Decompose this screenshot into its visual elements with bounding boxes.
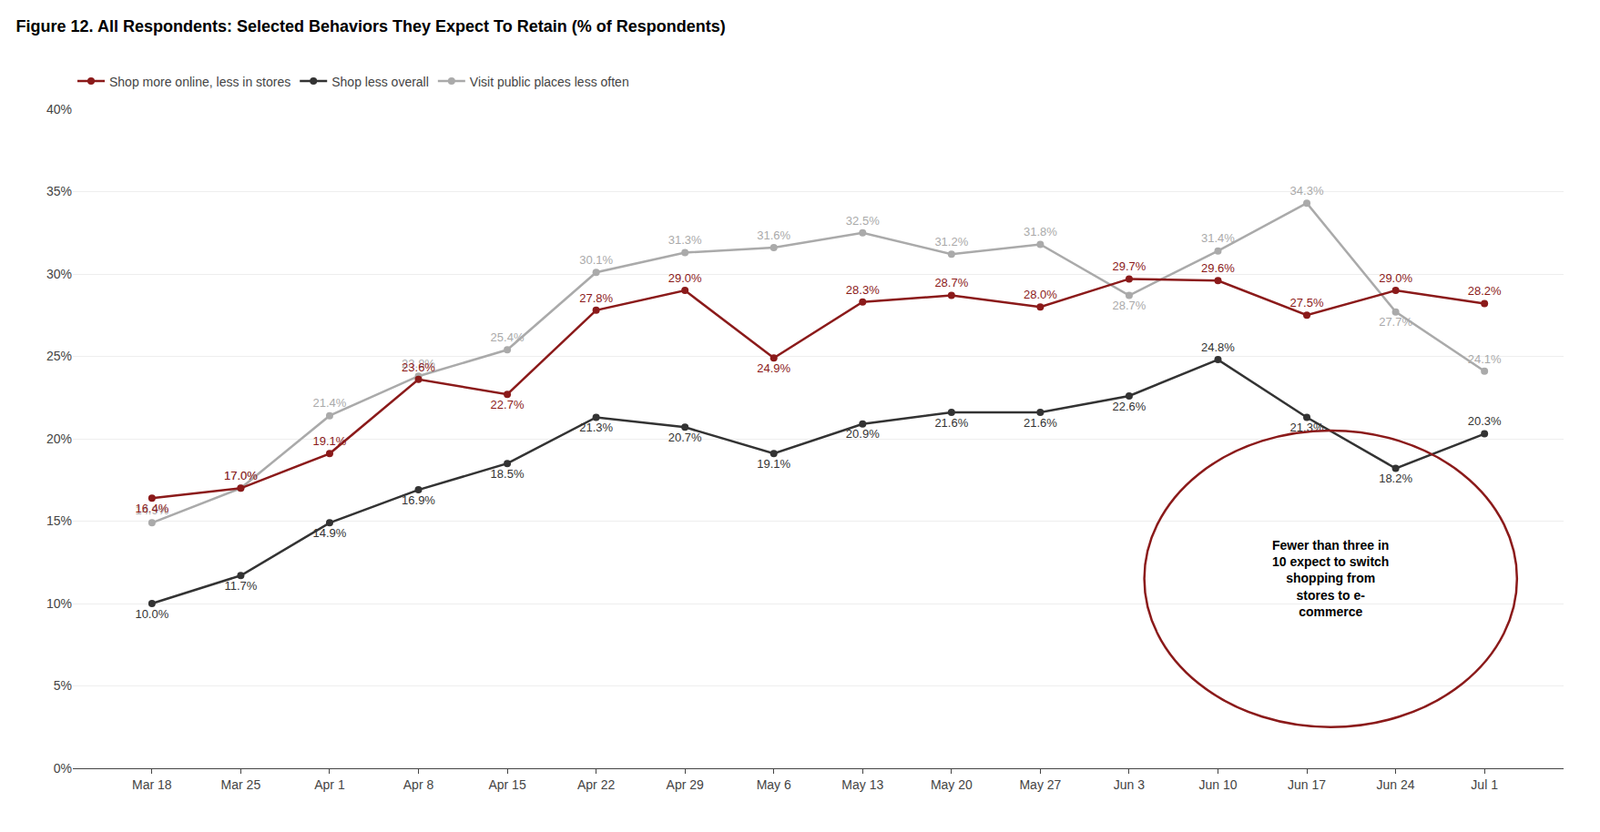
svg-text:22.6%: 22.6%	[1112, 399, 1147, 414]
svg-text:28.3%: 28.3%	[845, 283, 880, 297]
svg-text:24.8%: 24.8%	[1201, 340, 1235, 355]
svg-text:34.3%: 34.3%	[1290, 183, 1325, 198]
svg-text:Mar 18: Mar 18	[132, 777, 173, 793]
svg-text:10%: 10%	[46, 596, 72, 612]
svg-text:30%: 30%	[46, 266, 72, 282]
svg-text:Shop less overall: Shop less overall	[331, 74, 429, 90]
svg-text:29.0%: 29.0%	[668, 271, 703, 286]
svg-text:31.4%: 31.4%	[1201, 231, 1235, 245]
svg-text:27.5%: 27.5%	[1290, 295, 1325, 310]
svg-text:25.4%: 25.4%	[490, 330, 525, 345]
svg-text:18.2%: 18.2%	[1378, 471, 1413, 486]
svg-text:23.8%: 23.8%	[401, 356, 436, 371]
svg-text:5%: 5%	[53, 678, 72, 693]
svg-text:17.0%: 17.0%	[224, 468, 258, 483]
svg-text:20.3%: 20.3%	[1467, 414, 1502, 429]
svg-text:29.6%: 29.6%	[1201, 261, 1235, 276]
svg-text:30.1%: 30.1%	[579, 253, 613, 267]
svg-text:20.9%: 20.9%	[845, 427, 880, 441]
svg-text:Figure 12. All Respondents: Se: Figure 12. All Respondents: Selected Beh…	[16, 17, 726, 36]
svg-text:32.5%: 32.5%	[845, 214, 880, 228]
svg-text:23.6%: 23.6%	[401, 360, 436, 375]
svg-text:14.9%: 14.9%	[134, 503, 169, 518]
svg-text:Jun 3: Jun 3	[1113, 777, 1145, 793]
svg-text:21.4%: 21.4%	[313, 396, 347, 410]
svg-text:35%: 35%	[46, 183, 72, 199]
svg-text:24.9%: 24.9%	[756, 361, 791, 376]
svg-text:27.8%: 27.8%	[579, 291, 613, 306]
svg-text:May 13: May 13	[841, 777, 884, 793]
svg-text:31.8%: 31.8%	[1023, 224, 1058, 239]
svg-text:10.0%: 10.0%	[134, 607, 169, 622]
svg-text:21.3%: 21.3%	[1290, 420, 1325, 435]
svg-text:Apr 8: Apr 8	[403, 777, 435, 793]
svg-text:19.1%: 19.1%	[756, 457, 791, 471]
svg-text:24.1%: 24.1%	[1467, 352, 1502, 367]
svg-text:May 6: May 6	[756, 777, 792, 793]
svg-text:Fewer than three in10 expect t: Fewer than three in10 expect to switchsh…	[1272, 538, 1389, 620]
svg-text:19.1%: 19.1%	[313, 434, 347, 449]
svg-text:21.6%: 21.6%	[1023, 416, 1058, 430]
svg-text:16.9%: 16.9%	[401, 493, 436, 508]
svg-text:Apr 29: Apr 29	[666, 777, 704, 793]
svg-text:May 27: May 27	[1019, 777, 1061, 793]
svg-text:28.7%: 28.7%	[934, 275, 969, 290]
svg-text:29.0%: 29.0%	[1378, 271, 1413, 286]
svg-text:11.7%: 11.7%	[224, 579, 257, 593]
svg-text:31.3%: 31.3%	[668, 233, 703, 247]
svg-text:Jul 1: Jul 1	[1470, 777, 1499, 793]
svg-text:28.0%: 28.0%	[1023, 287, 1058, 302]
svg-text:16.4%: 16.4%	[134, 501, 169, 516]
svg-text:Visit public places less often: Visit public places less often	[469, 74, 630, 90]
svg-text:Jun 17: Jun 17	[1287, 777, 1326, 793]
svg-text:27.7%: 27.7%	[1378, 315, 1413, 329]
svg-text:20%: 20%	[46, 431, 72, 447]
svg-text:Jun 24: Jun 24	[1376, 777, 1416, 793]
svg-text:18.5%: 18.5%	[490, 467, 525, 481]
svg-text:Apr 22: Apr 22	[577, 777, 615, 793]
svg-text:15%: 15%	[46, 513, 72, 529]
svg-text:0%: 0%	[53, 761, 72, 776]
svg-text:25%: 25%	[46, 348, 72, 364]
svg-text:14.9%: 14.9%	[313, 526, 347, 541]
svg-text:Jun 10: Jun 10	[1198, 777, 1237, 793]
svg-text:22.7%: 22.7%	[490, 397, 525, 412]
svg-text:Apr 1: Apr 1	[314, 777, 346, 793]
svg-text:31.2%: 31.2%	[934, 234, 969, 249]
svg-text:Shop more online, less in stor: Shop more online, less in stores	[109, 74, 291, 90]
svg-text:31.6%: 31.6%	[756, 228, 791, 243]
svg-text:29.7%: 29.7%	[1112, 259, 1147, 274]
svg-text:28.7%: 28.7%	[1112, 298, 1147, 313]
svg-text:17.0%: 17.0%	[224, 468, 258, 483]
svg-text:May 20: May 20	[930, 777, 973, 793]
svg-text:Apr 15: Apr 15	[488, 777, 526, 793]
svg-text:20.7%: 20.7%	[668, 430, 703, 445]
svg-text:21.6%: 21.6%	[934, 416, 969, 430]
svg-text:21.3%: 21.3%	[579, 420, 613, 435]
svg-text:40%: 40%	[46, 101, 72, 117]
svg-text:28.2%: 28.2%	[1467, 284, 1502, 298]
svg-text:Mar 25: Mar 25	[221, 777, 262, 793]
